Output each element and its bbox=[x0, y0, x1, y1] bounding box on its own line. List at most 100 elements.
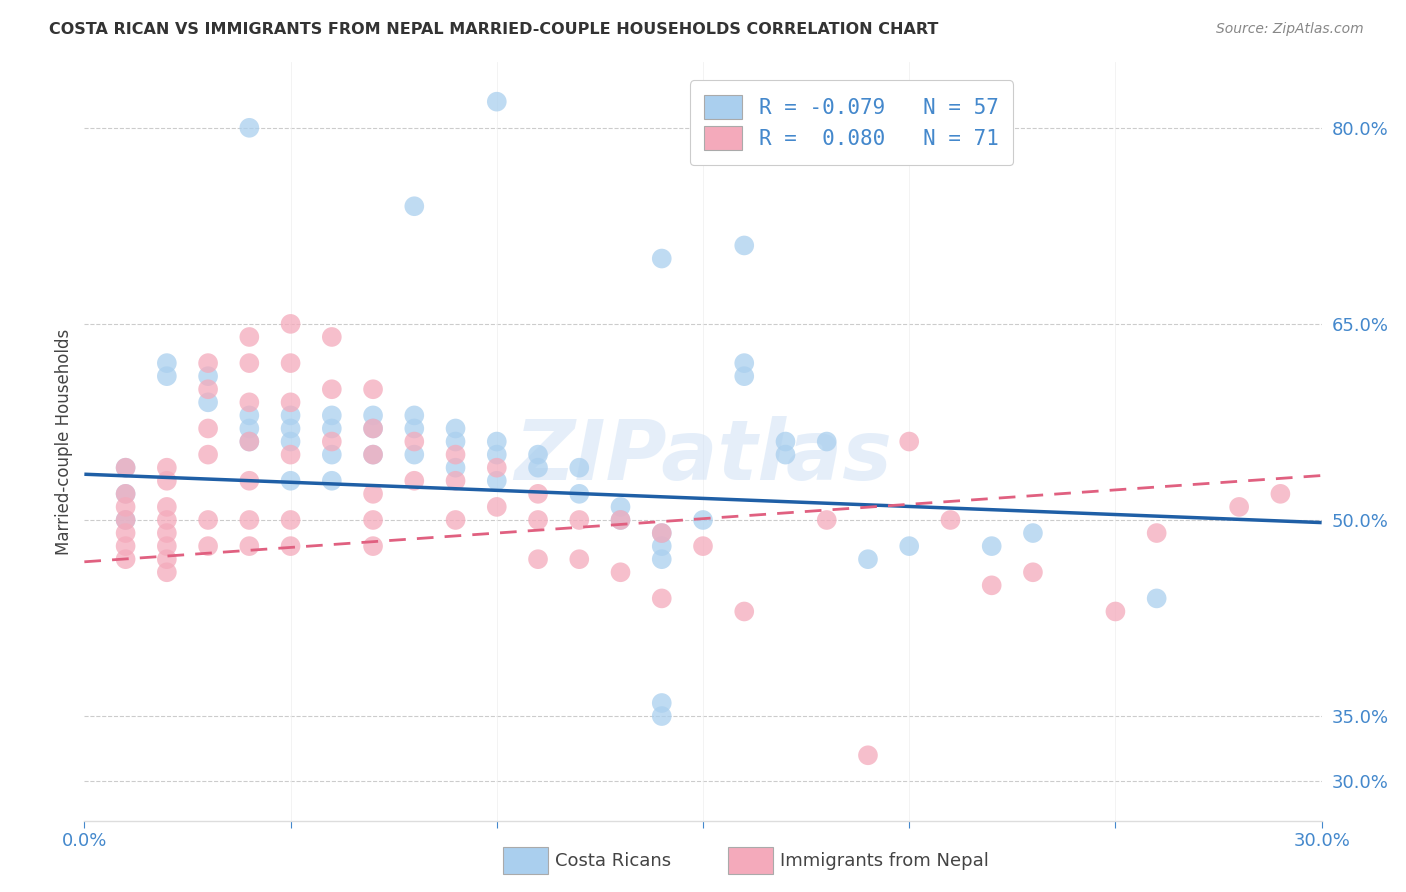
Point bbox=[197, 513, 219, 527]
Point bbox=[280, 356, 302, 370]
Point bbox=[114, 460, 136, 475]
Point bbox=[651, 696, 673, 710]
Point bbox=[321, 409, 343, 423]
Text: COSTA RICAN VS IMMIGRANTS FROM NEPAL MARRIED-COUPLE HOUSEHOLDS CORRELATION CHART: COSTA RICAN VS IMMIGRANTS FROM NEPAL MAR… bbox=[49, 22, 939, 37]
Y-axis label: Married-couple Households: Married-couple Households bbox=[55, 328, 73, 555]
Point bbox=[568, 513, 591, 527]
Point bbox=[404, 434, 426, 449]
Point bbox=[568, 552, 591, 566]
Point bbox=[321, 448, 343, 462]
Point bbox=[280, 448, 302, 462]
Point bbox=[156, 566, 179, 580]
Point bbox=[815, 513, 838, 527]
Point bbox=[156, 474, 179, 488]
Point bbox=[361, 487, 384, 501]
Point bbox=[197, 369, 219, 384]
Point bbox=[156, 513, 179, 527]
Point bbox=[156, 500, 179, 514]
Point bbox=[361, 382, 384, 396]
Point bbox=[114, 487, 136, 501]
Point bbox=[651, 709, 673, 723]
Point bbox=[114, 526, 136, 541]
Point bbox=[321, 421, 343, 435]
Point bbox=[321, 434, 343, 449]
Point bbox=[568, 460, 591, 475]
Point bbox=[280, 513, 302, 527]
Point bbox=[898, 539, 921, 553]
Point bbox=[238, 474, 260, 488]
Point bbox=[280, 395, 302, 409]
Point bbox=[197, 539, 219, 553]
Point bbox=[1146, 526, 1168, 541]
Point bbox=[444, 460, 467, 475]
Point bbox=[361, 539, 384, 553]
Point bbox=[733, 356, 755, 370]
Point bbox=[733, 238, 755, 252]
Point bbox=[361, 448, 384, 462]
Point bbox=[939, 513, 962, 527]
Point bbox=[733, 369, 755, 384]
Point bbox=[238, 356, 260, 370]
Point bbox=[197, 356, 219, 370]
Point bbox=[238, 434, 260, 449]
Point bbox=[527, 460, 550, 475]
Point bbox=[775, 448, 797, 462]
Point bbox=[280, 539, 302, 553]
Point bbox=[238, 330, 260, 344]
Point bbox=[361, 448, 384, 462]
Point bbox=[156, 552, 179, 566]
Point bbox=[280, 317, 302, 331]
Point bbox=[156, 460, 179, 475]
Point bbox=[156, 356, 179, 370]
Point bbox=[404, 409, 426, 423]
Point bbox=[444, 513, 467, 527]
Point bbox=[856, 748, 879, 763]
Point bbox=[568, 487, 591, 501]
Point bbox=[280, 421, 302, 435]
Point bbox=[197, 421, 219, 435]
Point bbox=[775, 434, 797, 449]
Point bbox=[856, 552, 879, 566]
Point bbox=[156, 539, 179, 553]
Point bbox=[321, 474, 343, 488]
Point bbox=[238, 120, 260, 135]
Point bbox=[361, 421, 384, 435]
Point bbox=[485, 500, 508, 514]
Text: Immigrants from Nepal: Immigrants from Nepal bbox=[780, 852, 990, 870]
Point bbox=[527, 552, 550, 566]
Point bbox=[1146, 591, 1168, 606]
Point bbox=[444, 474, 467, 488]
Point bbox=[280, 434, 302, 449]
Point bbox=[485, 460, 508, 475]
Point bbox=[156, 369, 179, 384]
Point bbox=[197, 395, 219, 409]
Point bbox=[114, 460, 136, 475]
Point bbox=[238, 539, 260, 553]
Point bbox=[485, 448, 508, 462]
Point bbox=[238, 434, 260, 449]
Point bbox=[321, 330, 343, 344]
Point bbox=[609, 513, 631, 527]
Point bbox=[444, 421, 467, 435]
Point bbox=[114, 539, 136, 553]
Point bbox=[485, 434, 508, 449]
Point bbox=[651, 539, 673, 553]
Point bbox=[444, 448, 467, 462]
Point bbox=[444, 434, 467, 449]
Point bbox=[651, 591, 673, 606]
Point bbox=[1227, 500, 1250, 514]
Point bbox=[609, 513, 631, 527]
Point bbox=[361, 409, 384, 423]
Point bbox=[651, 526, 673, 541]
Point bbox=[404, 448, 426, 462]
Point bbox=[321, 382, 343, 396]
Text: ZIPatlas: ZIPatlas bbox=[515, 417, 891, 497]
Point bbox=[114, 513, 136, 527]
Point bbox=[404, 199, 426, 213]
Point bbox=[404, 474, 426, 488]
Point bbox=[527, 513, 550, 527]
Point bbox=[898, 434, 921, 449]
Point bbox=[114, 552, 136, 566]
Point bbox=[238, 513, 260, 527]
Point bbox=[280, 474, 302, 488]
